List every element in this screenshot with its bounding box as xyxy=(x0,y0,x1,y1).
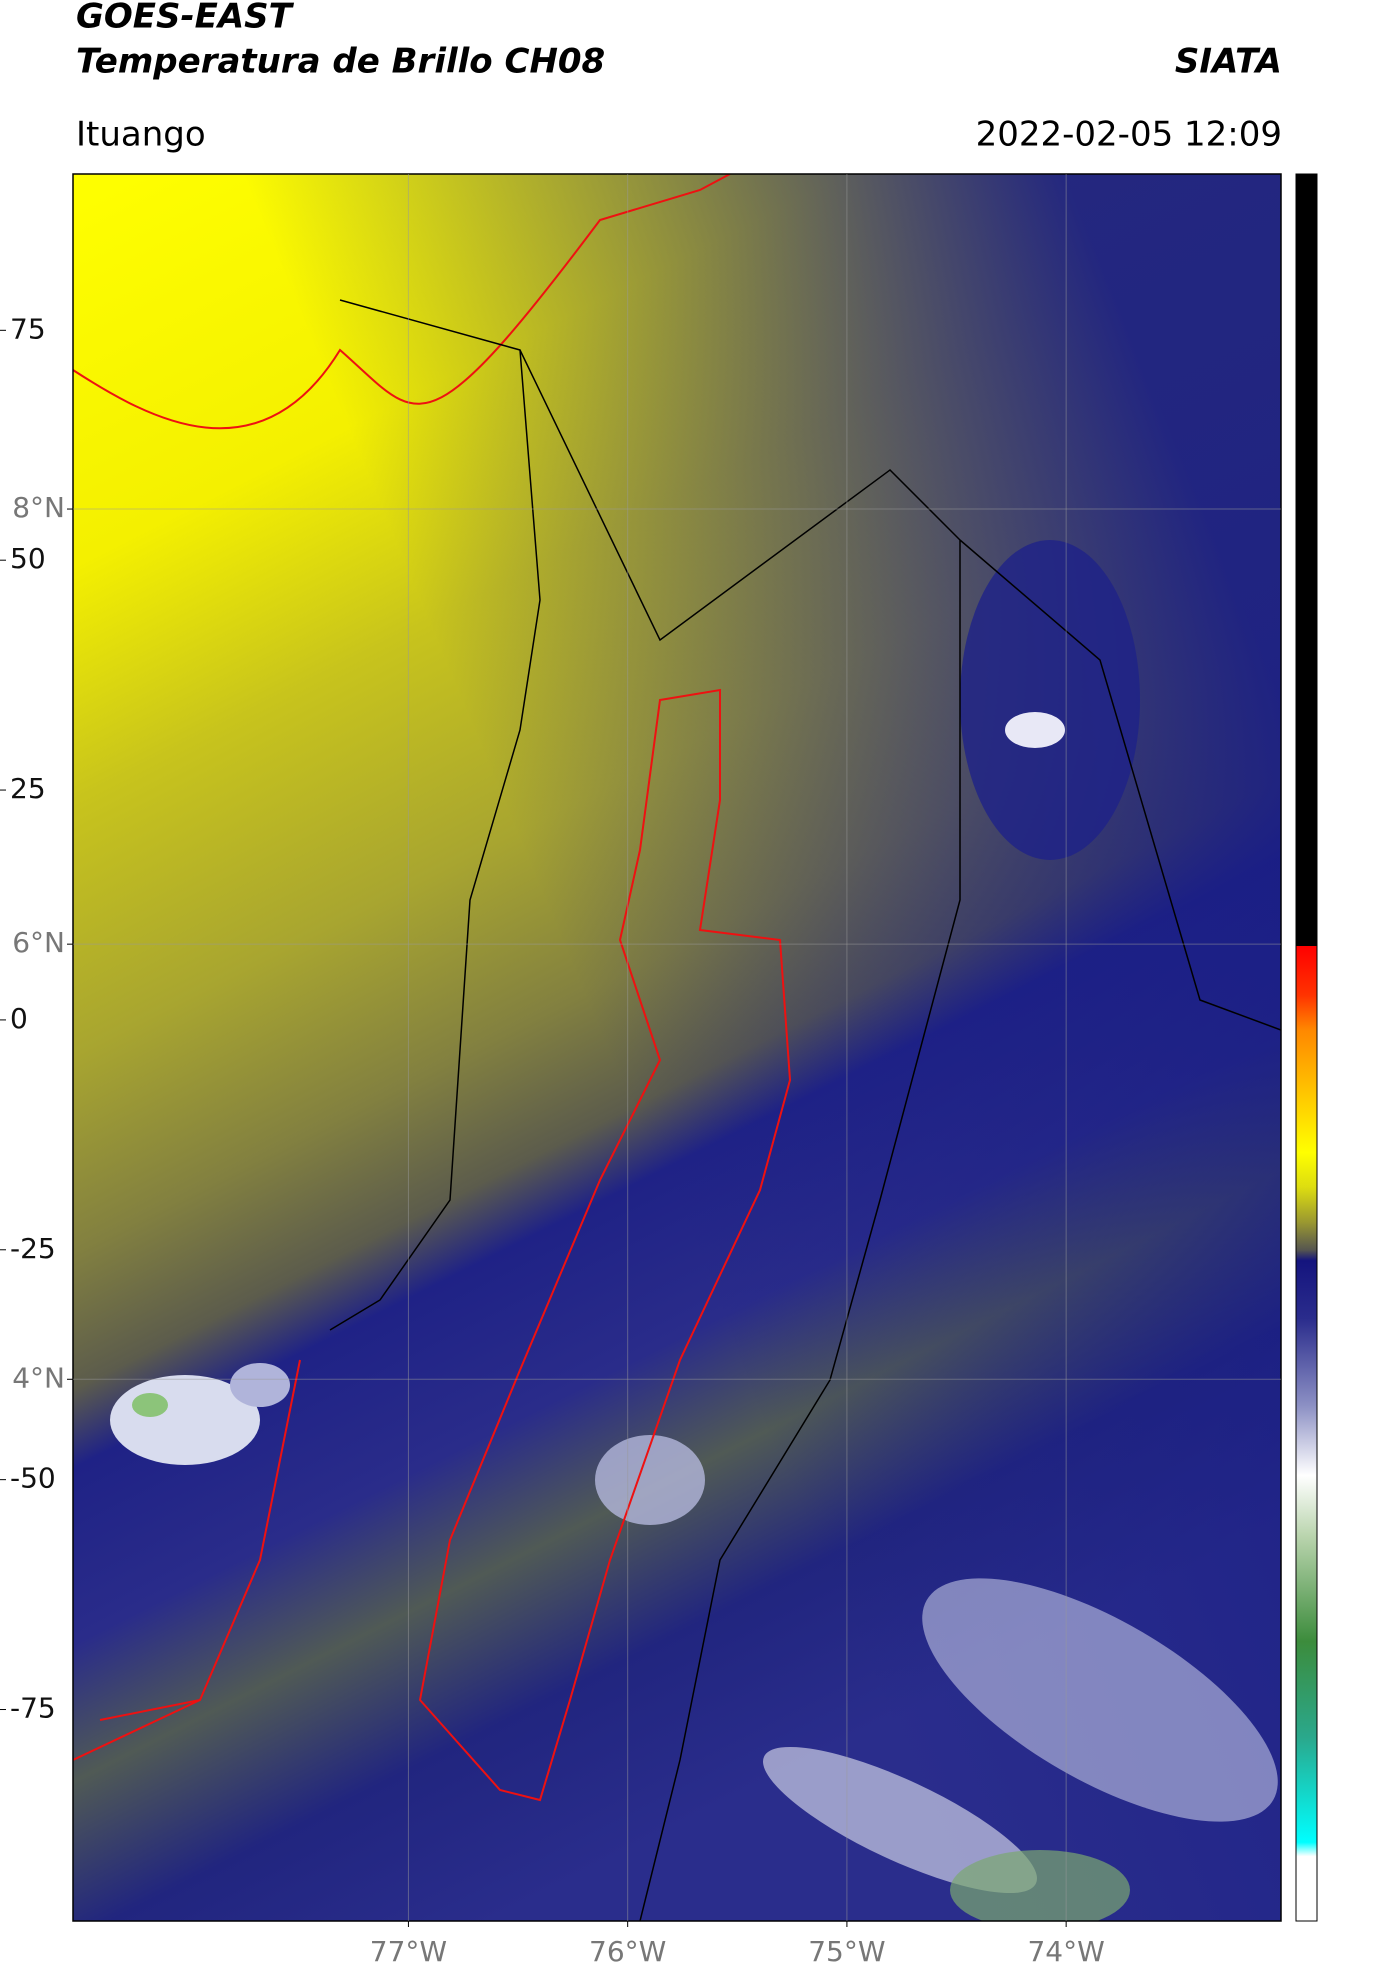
colorbar-tick-label: 75 xyxy=(10,312,46,345)
colorbar-tick-label: -25 xyxy=(10,1232,56,1265)
title: GOES-EAST xyxy=(76,0,295,37)
y-tick-label: 4°N xyxy=(12,1361,65,1394)
subtitle: Temperatura de Brillo CH08 xyxy=(76,42,605,82)
axes: 77°W 76°W 75°W 74°W 4°N 6°N 8°N -75 -50 -25 0 25 50 7… xyxy=(0,174,1281,1968)
location: Ituango xyxy=(76,115,206,155)
colorbar-tick-label: -75 xyxy=(10,1692,56,1725)
colorbar-tick-label: 0 xyxy=(10,1002,28,1035)
datetime: 2022-02-05 12:09 xyxy=(976,115,1282,155)
source: SIATA xyxy=(1175,42,1282,82)
map-frame xyxy=(72,173,1282,1922)
x-tick-label: 77°W xyxy=(370,1935,447,1968)
x-tick-label: 75°W xyxy=(808,1935,885,1968)
colorbar-tick-label: 25 xyxy=(10,772,46,805)
x-tick-label: 76°W xyxy=(589,1935,666,1968)
colorbar-tick-label: -50 xyxy=(10,1462,56,1495)
colorbar xyxy=(1295,173,1318,1922)
y-tick-label: 8°N xyxy=(12,491,65,524)
y-tick-label: 6°N xyxy=(12,926,65,959)
colorbar-tick-label: 50 xyxy=(10,542,46,575)
map-image xyxy=(73,174,1281,1921)
x-tick-label: 74°W xyxy=(1027,1935,1104,1968)
